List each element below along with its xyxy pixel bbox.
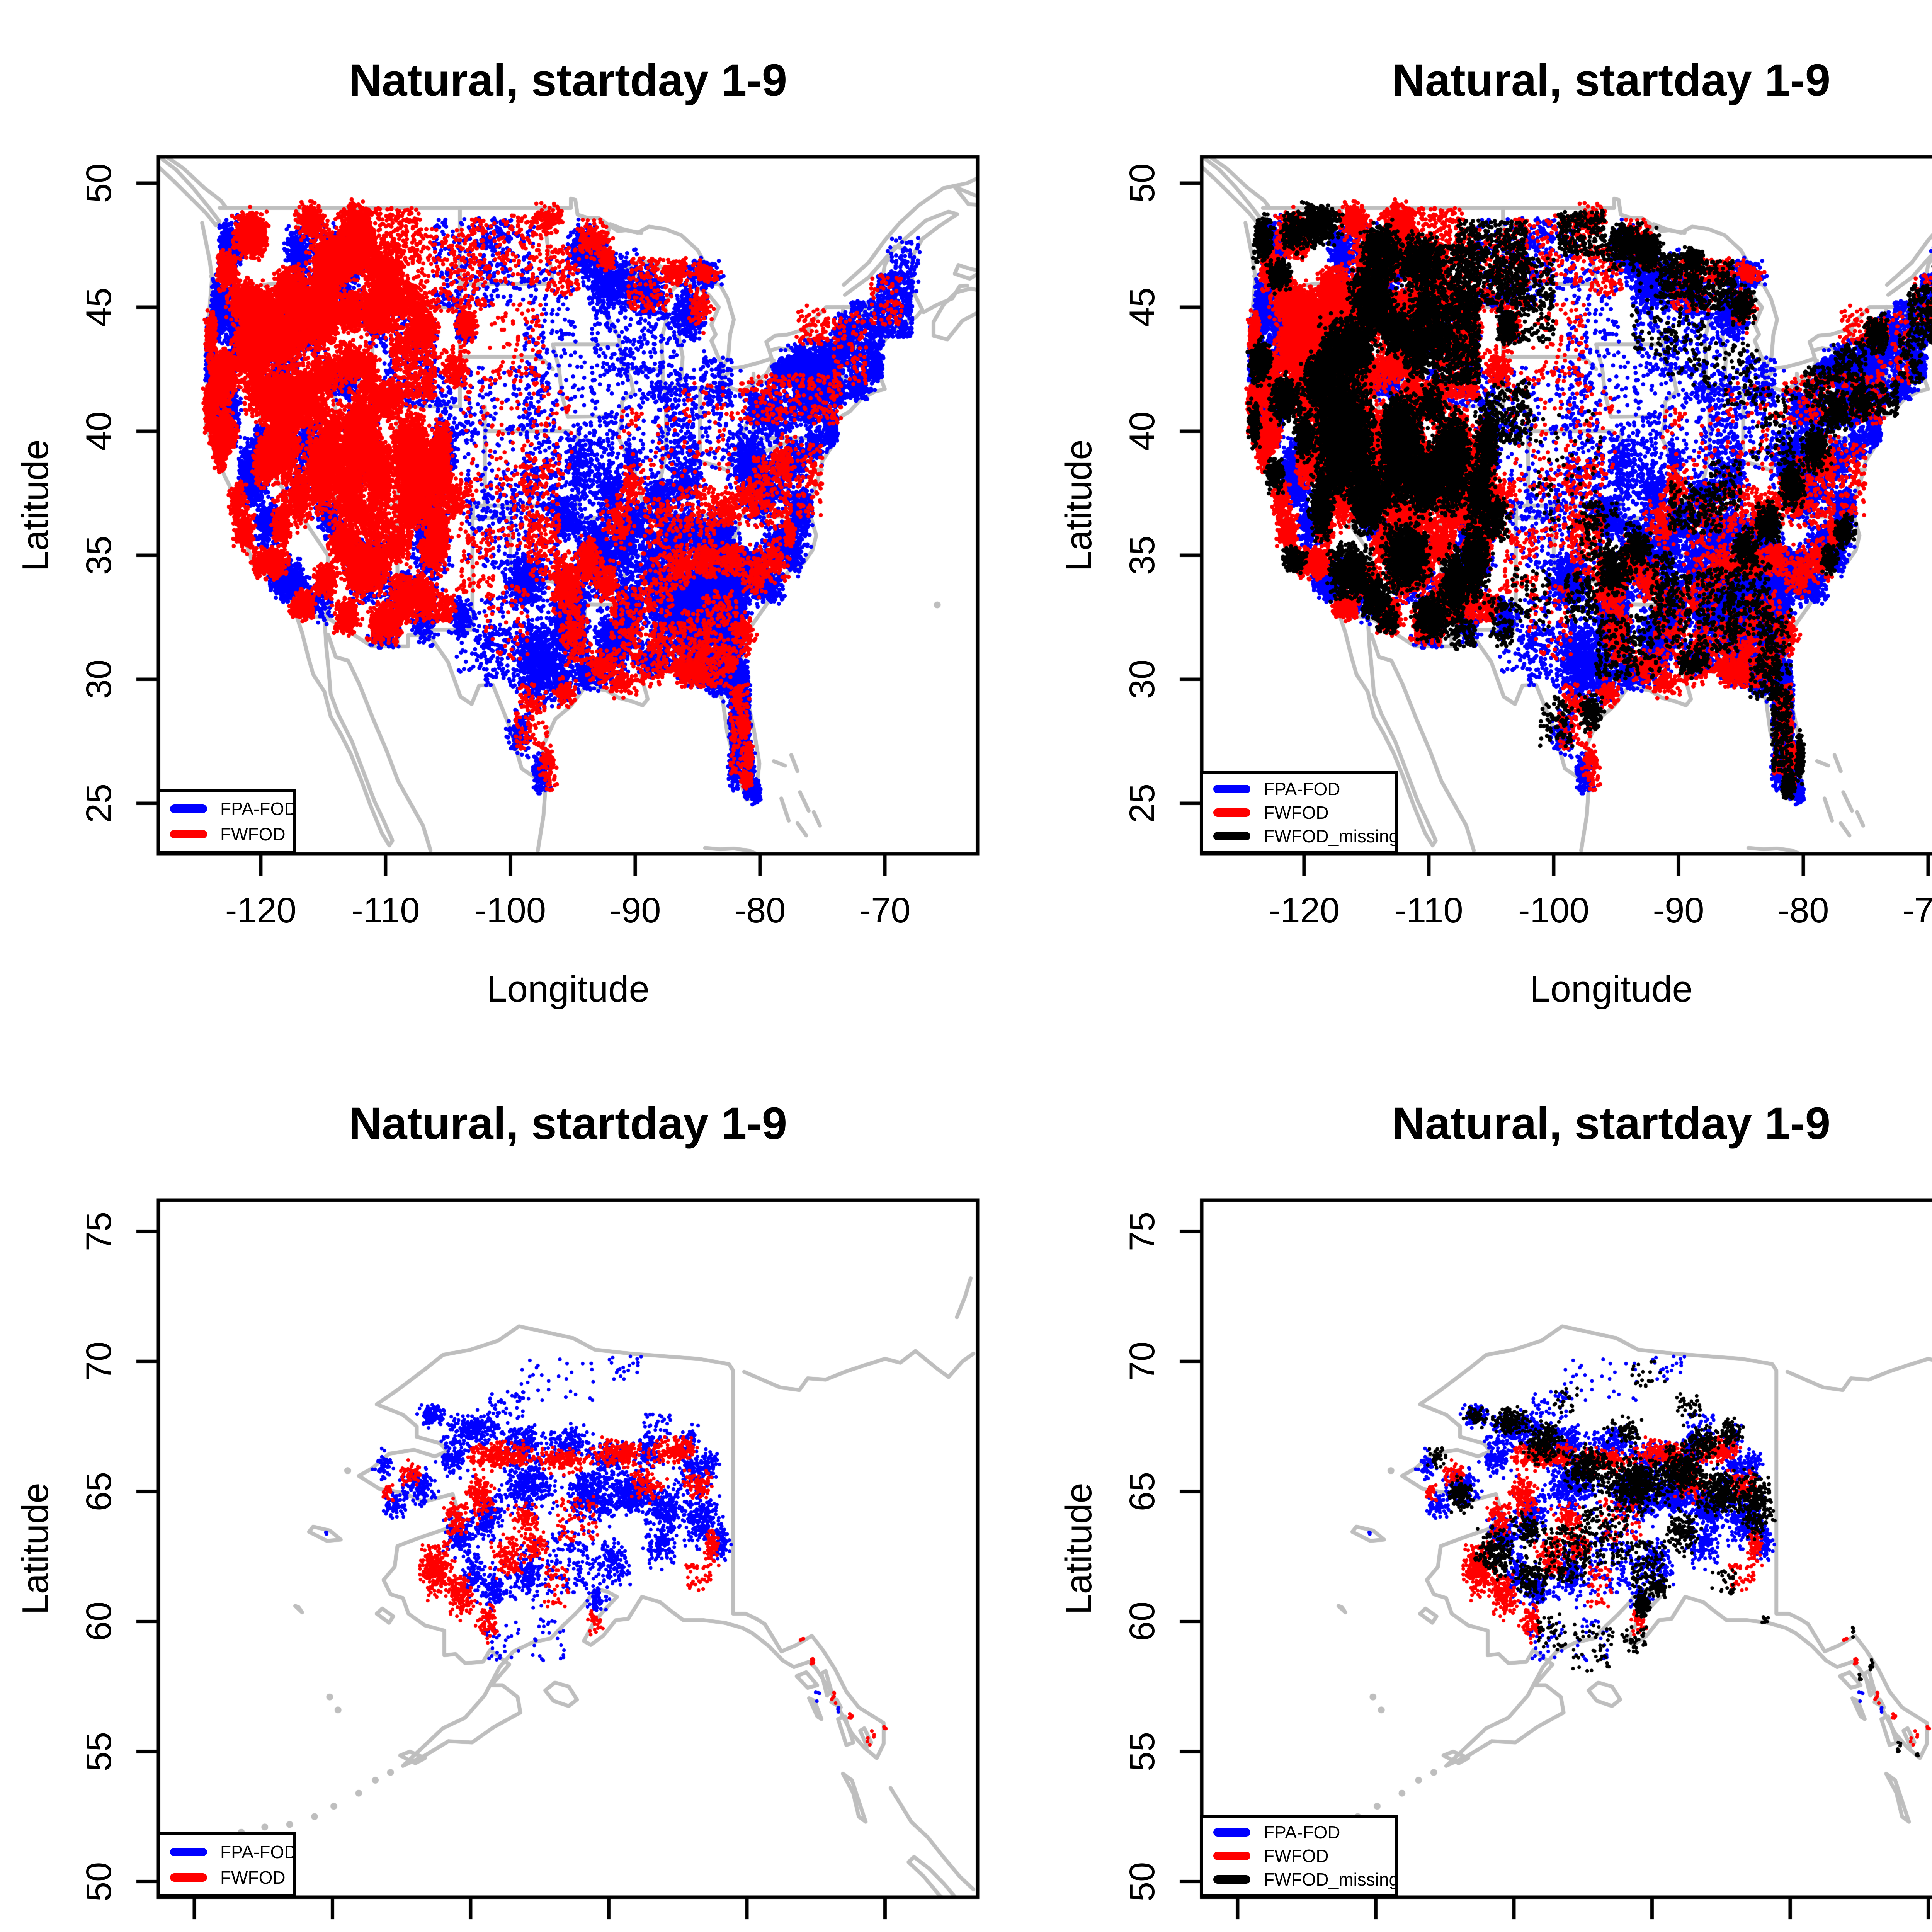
y-tick-label: 40 [1122, 411, 1162, 451]
x-tick-label: -90 [1653, 891, 1704, 930]
x-tick-label: -120 [225, 891, 296, 930]
legend-line-sample-icon [1213, 1828, 1250, 1837]
legend: FPA-FOD FWFOD [157, 789, 297, 854]
y-tick-label: 50 [79, 163, 119, 203]
legend-entry: FPA-FOD [170, 1843, 297, 1861]
y-tick-label: 75 [79, 1211, 119, 1251]
legend-line-sample-icon [170, 830, 207, 838]
legend-entry-label: FWFOD [1264, 1846, 1329, 1866]
x-tick-label: -110 [351, 891, 420, 930]
legend-line-sample-icon [1213, 1852, 1250, 1860]
legend: FPA-FOD FWFOD FWFOD_missing [1200, 771, 1399, 854]
panel-alaska-with-missing: Natural, startday 1-9 Longitude Latitude… [1043, 1043, 1932, 1932]
y-axis-title: Latitude [1058, 439, 1099, 571]
legend-line-sample-icon [1213, 785, 1250, 793]
legend-entry-label: FWFOD [1264, 803, 1329, 823]
y-tick-label: 30 [1122, 659, 1162, 699]
x-tick-label: -70 [859, 891, 911, 930]
y-tick-label: 55 [79, 1731, 119, 1772]
legend-entry-label: FWFOD [220, 824, 286, 844]
x-tick-label: -100 [1518, 891, 1589, 930]
y-tick-label: 50 [1122, 1862, 1162, 1901]
legend-line-sample-icon [170, 1873, 207, 1882]
legend-line-sample-icon [1213, 832, 1250, 840]
legend-line-sample-icon [1213, 1875, 1250, 1884]
y-tick-label: 35 [1122, 535, 1162, 575]
y-tick-label: 50 [79, 1862, 119, 1901]
panel-title: Natural, startday 1-9 [1392, 1098, 1831, 1149]
legend-entry: FWFOD [1213, 1847, 1395, 1865]
map-canvas-conus-right [1043, 0, 1932, 1043]
legend-line-sample-icon [170, 804, 207, 813]
x-tick-label: -120 [1268, 891, 1340, 930]
legend-entry: FPA-FOD [1213, 780, 1395, 798]
legend-entry: FPA-FOD [1213, 1823, 1395, 1841]
legend-entry-label: FPA-FOD [220, 1842, 297, 1862]
y-tick-label: 25 [1122, 783, 1162, 823]
x-axis-title: Longitude [486, 968, 650, 1010]
map-canvas-alaska-right [1043, 1043, 1932, 1932]
x-axis-title: Longitude [1530, 968, 1693, 1010]
y-tick-label: 30 [79, 659, 119, 699]
y-tick-label: 35 [79, 535, 119, 575]
y-axis-title: Latitude [1058, 1483, 1099, 1615]
y-tick-label: 65 [1122, 1471, 1162, 1512]
x-tick-label: -90 [609, 891, 661, 930]
y-tick-label: 55 [1122, 1731, 1162, 1772]
legend-entry-label: FWFOD_missing [1264, 826, 1399, 846]
panel-title: Natural, startday 1-9 [349, 1098, 787, 1149]
panel-title: Natural, startday 1-9 [349, 55, 787, 106]
x-tick-label: -100 [474, 891, 546, 930]
y-tick-label: 70 [79, 1342, 119, 1381]
x-tick-label: -110 [1395, 891, 1463, 930]
y-tick-label: 50 [1122, 163, 1162, 203]
panel-conus-with-missing: Natural, startday 1-9 Longitude Latitude… [1043, 0, 1932, 1043]
legend: FPA-FOD FWFOD FWFOD_missing [1200, 1815, 1399, 1897]
y-tick-label: 60 [1122, 1602, 1162, 1641]
y-tick-label: 60 [79, 1602, 119, 1641]
legend-entry: FWFOD [170, 1869, 293, 1886]
y-tick-label: 70 [1122, 1342, 1162, 1381]
y-tick-label: 45 [79, 287, 119, 327]
legend-entry-label: FPA-FOD [220, 799, 297, 819]
legend-entry-label: FPA-FOD [1264, 1822, 1340, 1842]
map-canvas-alaska-left [0, 1043, 1043, 1932]
legend-entry: FPA-FOD [170, 800, 297, 818]
y-tick-label: 25 [79, 783, 119, 823]
y-tick-label: 75 [1122, 1211, 1162, 1251]
legend-entry: FWFOD [1213, 804, 1395, 821]
legend-line-sample-icon [170, 1848, 207, 1856]
legend-entry-label: FWFOD_missing [1264, 1869, 1399, 1889]
panel-title: Natural, startday 1-9 [1392, 55, 1831, 106]
y-tick-label: 65 [79, 1471, 119, 1512]
legend: FPA-FOD FWFOD [157, 1832, 297, 1897]
panel-alaska-fpa-fwfod: Natural, startday 1-9 Longitude Latitude… [0, 1043, 1043, 1932]
panel-conus-fpa-fwfod: Natural, startday 1-9 Longitude Latitude… [0, 0, 1043, 1043]
y-axis-title: Latitude [15, 439, 56, 571]
legend-entry: FWFOD_missing [1213, 1871, 1399, 1888]
legend-entry: FWFOD [170, 825, 293, 843]
map-canvas-conus-left [0, 0, 1043, 1043]
x-tick-label: -70 [1902, 891, 1932, 930]
legend-entry-label: FPA-FOD [1264, 779, 1340, 799]
legend-entry-label: FWFOD [220, 1867, 286, 1888]
y-tick-label: 45 [1122, 287, 1162, 327]
y-tick-label: 40 [79, 411, 119, 451]
y-axis-title: Latitude [15, 1483, 56, 1615]
x-tick-label: -80 [1777, 891, 1829, 930]
legend-line-sample-icon [1213, 808, 1250, 817]
legend-entry: FWFOD_missing [1213, 827, 1399, 845]
x-tick-label: -80 [734, 891, 786, 930]
